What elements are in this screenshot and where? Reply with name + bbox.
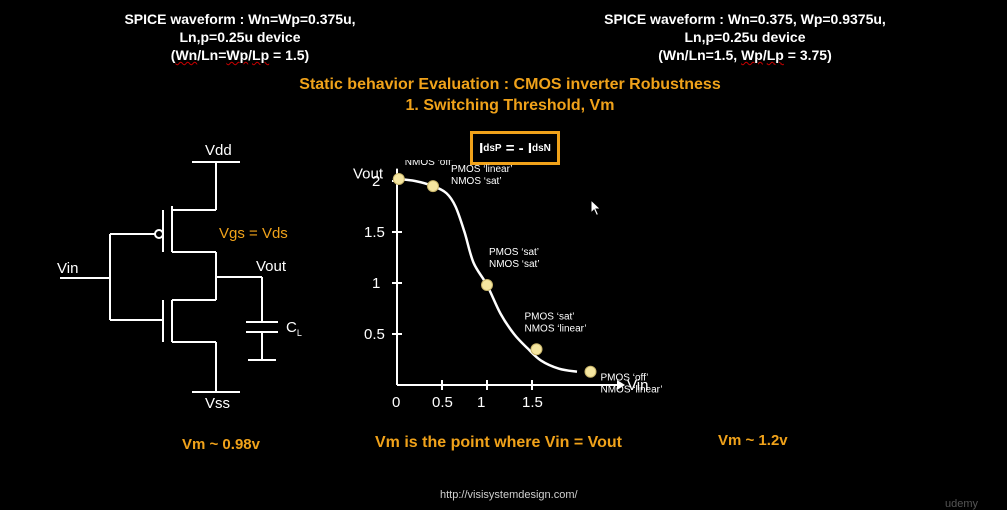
header-left-line3: (Wn/Ln=Wp/Lp = 1.5) — [95, 46, 385, 64]
pmos-bubble — [154, 229, 164, 239]
wn-text: Wn — [175, 47, 198, 63]
eq-sub-p: dsP — [483, 142, 502, 154]
y-tick-label: 0.5 — [364, 326, 385, 343]
header-right: SPICE waveform : Wn=0.375, Wp=0.9375u, L… — [575, 10, 915, 64]
region-label: NMOS ‘sat’ — [489, 259, 540, 270]
slide-title: Static behavior Evaluation : CMOS invert… — [200, 74, 820, 116]
brand-watermark: udemy — [945, 498, 979, 510]
x-axis-label: Vin — [627, 377, 648, 394]
vtc-chart: Vout Vin 00.511.521.510.5 PMOS ‘linear’N… — [353, 160, 663, 411]
title-line2: 1. Switching Threshold, Vm — [405, 97, 615, 114]
vm-definition: Vm is the point where Vin = Vout — [375, 434, 622, 451]
y-tick-label: 1.5 — [364, 224, 385, 241]
slash-text: / — [248, 47, 253, 63]
region-label: NMOS ‘sat’ — [451, 176, 502, 187]
x-tick-label: 1.5 — [522, 394, 543, 411]
region-label: NMOS ‘off’ — [405, 160, 453, 168]
mouse-pointer-icon — [590, 199, 602, 217]
region-label: NMOS ‘linear’ — [601, 385, 663, 396]
header-right-line3: (Wn/Ln=1.5, Wp/Lp = 3.75) — [575, 46, 915, 64]
cap-label: CL — [286, 319, 302, 338]
ratio-end: = 3.75) — [783, 47, 832, 63]
region-label: PMOS ‘sat’ — [489, 247, 539, 258]
wp-text: Wp — [741, 47, 763, 63]
wp-text: Wp — [226, 47, 249, 63]
header-right-line2: Ln,p=0.25u device — [684, 29, 806, 45]
x-tick-label: 1 — [477, 394, 485, 411]
slash-text: / — [762, 47, 767, 63]
vss-label: Vss — [205, 395, 231, 412]
vgs-vds-label: Vgs = Vds — [219, 225, 288, 242]
eq-i2: I — [527, 139, 533, 157]
lp-text: Lp — [252, 47, 270, 63]
header-left-line2: Ln,p=0.25u device — [179, 29, 301, 45]
operating-point — [392, 172, 405, 185]
ratio-end: = 1.5) — [269, 47, 310, 63]
y-tick-label: 1 — [372, 275, 380, 292]
cmos-inverter-circuit — [60, 161, 278, 393]
vm-left: Vm ~ 0.98v — [182, 436, 260, 453]
header-right-line1: SPICE waveform : Wn=0.375, Wp=0.9375u, — [604, 11, 886, 27]
region-label: NMOS ‘linear’ — [525, 323, 587, 334]
x-axis-arrow — [617, 380, 625, 390]
region-label: PMOS ‘off’ — [601, 373, 649, 384]
y-tick-label: 2 — [372, 173, 380, 190]
eq-equals: = - — [501, 139, 528, 157]
vin-label: Vin — [57, 260, 79, 277]
operating-point — [481, 279, 493, 292]
region-label: PMOS ‘sat’ — [525, 311, 575, 322]
transfer-curve — [396, 177, 578, 373]
vdd-label: Vdd — [205, 142, 232, 159]
title-line1: Static behavior Evaluation : CMOS invert… — [299, 76, 721, 93]
source-url[interactable]: http://visisystemdesign.com/ — [440, 489, 578, 501]
header-left: SPICE waveform : Wn=Wp=0.375u, Ln,p=0.25… — [95, 10, 385, 64]
vm-right: Vm ~ 1.2v — [718, 432, 788, 449]
cap-c: C — [286, 319, 297, 336]
operating-point — [584, 365, 597, 378]
paren: (Wn/Ln=1.5, — [658, 47, 742, 63]
ratio-text: /Ln= — [197, 47, 227, 63]
vout-label: Vout — [256, 258, 287, 275]
lp-text: Lp — [766, 47, 784, 63]
x-tick-label: 0 — [392, 394, 400, 411]
header-left-line1: SPICE waveform : Wn=Wp=0.375u, — [124, 11, 356, 27]
paren: ( — [170, 47, 176, 63]
eq-sub-n: dsN — [532, 142, 551, 154]
eq-i1: I — [479, 139, 484, 157]
region-label: PMOS ‘linear’ — [451, 164, 513, 175]
vm-left-text: Vm ~ 0.98v — [182, 436, 260, 453]
x-tick-label: 0.5 — [432, 394, 453, 411]
operating-point — [427, 180, 439, 193]
cap-sub: L — [296, 328, 302, 338]
operating-point — [530, 343, 543, 356]
y-axis-label: Vout — [353, 166, 384, 183]
